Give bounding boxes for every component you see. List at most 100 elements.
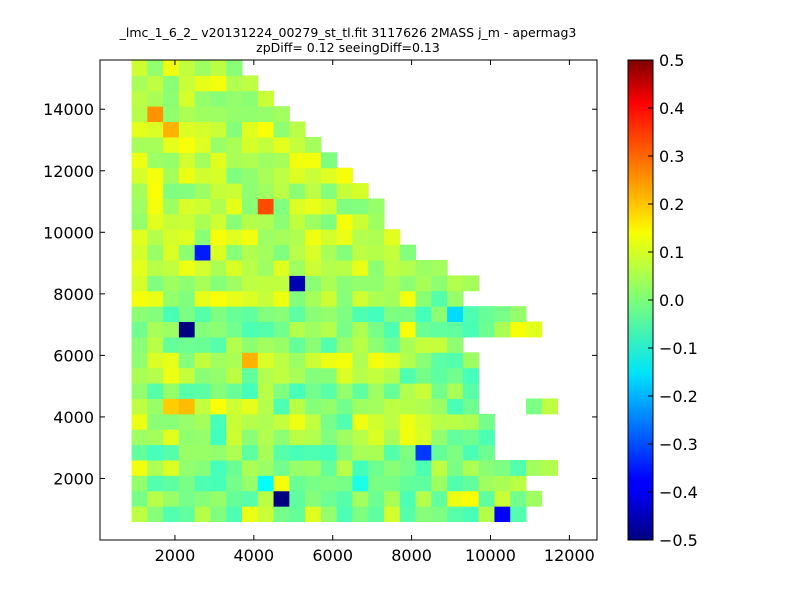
heatmap-cell [447, 290, 464, 307]
heatmap-cell [320, 429, 338, 446]
heatmap-cell [399, 490, 417, 507]
heatmap-cell [478, 475, 495, 492]
heatmap-cell [226, 321, 243, 338]
heatmap-cell [273, 321, 290, 338]
heatmap-cell [368, 198, 385, 215]
heatmap-cell [242, 352, 259, 369]
heatmap-cell [368, 306, 385, 323]
heatmap-cell [273, 183, 290, 199]
y-axis: 2000 4000 6000 8000 10000 12000 14000 [43, 100, 597, 488]
heatmap-cell [305, 213, 322, 230]
heatmap-cell [257, 260, 275, 276]
heatmap-cell [194, 75, 211, 92]
heatmap-cell [368, 413, 385, 430]
heatmap-cell [257, 444, 275, 461]
heatmap-cell [273, 460, 290, 476]
heatmap-cell [289, 275, 306, 292]
heatmap-cell [163, 213, 180, 230]
heatmap-cell [163, 306, 180, 323]
heatmap-cell [257, 383, 275, 399]
heatmap-cell [178, 475, 196, 492]
heatmap-cell [384, 506, 401, 523]
heatmap-cell [210, 213, 227, 230]
heatmap-cell [147, 260, 164, 276]
heatmap-cell [210, 306, 227, 323]
heatmap-cell [368, 244, 385, 261]
heatmap-cell [163, 136, 180, 153]
heatmap-cell [273, 198, 290, 215]
heatmap-cell [131, 321, 148, 338]
heatmap-cell [226, 306, 243, 323]
heatmap-cell [289, 352, 306, 369]
heatmap-cell [242, 121, 259, 138]
heatmap-cell [163, 429, 180, 446]
heatmap-cell [447, 336, 464, 353]
heatmap-cell [210, 475, 227, 492]
heatmap-cell [163, 275, 180, 292]
heatmap-cell [257, 198, 275, 215]
heatmap-cell [242, 490, 259, 507]
heatmap-cell [210, 167, 227, 184]
heatmap-cell [415, 398, 432, 415]
heatmap-cell [273, 429, 290, 446]
heatmap-cell [320, 167, 338, 184]
heatmap-cell [194, 444, 211, 461]
chart-title-line2: zpDiff= 0.12 seeingDiff=0.13 [256, 40, 440, 55]
heatmap-cell [147, 321, 164, 338]
heatmap-cell [242, 290, 259, 307]
heatmap-cell [368, 383, 385, 399]
heatmap-cell [242, 336, 259, 353]
heatmap-cell [336, 336, 353, 353]
heatmap-cell [178, 290, 196, 307]
heatmap-cell [194, 413, 211, 430]
heatmap-cell [368, 429, 385, 446]
heatmap-cell [368, 290, 385, 307]
heatmap-cell [273, 367, 290, 384]
heatmap-cell [194, 429, 211, 446]
heatmap-cell [447, 444, 464, 461]
heatmap-cell [320, 398, 338, 415]
heatmap-cell [226, 429, 243, 446]
heatmap-cell [163, 183, 180, 199]
heatmap-cell [541, 460, 559, 476]
heatmap-cell [147, 121, 164, 138]
heatmap-cell [352, 490, 369, 507]
heatmap-cell [447, 398, 464, 415]
heatmap-cell [178, 490, 196, 507]
heatmap-cell [210, 121, 227, 138]
heatmap-cell [336, 275, 353, 292]
colorbar-tick-label: 0.4 [659, 99, 684, 118]
heatmap-cell [320, 229, 338, 246]
heatmap-cell [447, 490, 464, 507]
heatmap-cell [178, 152, 196, 169]
heatmap-cell [178, 352, 196, 369]
heatmap-cell [194, 475, 211, 492]
heatmap-cell [210, 444, 227, 461]
heatmap-cell [210, 460, 227, 476]
heatmap-cell [336, 183, 353, 199]
heatmap-cell [478, 429, 495, 446]
heatmap-cell [399, 475, 417, 492]
heatmap-cell [273, 275, 290, 292]
heatmap-cell [226, 460, 243, 476]
heatmap-cell [384, 398, 401, 415]
heatmap-cell [305, 244, 322, 261]
heatmap-cell [320, 475, 338, 492]
colorbar-axis: 0.5 0.4 0.3 0.2 0.1 0.0 −0.1 −0.2 −0.3 −0.4 −0.5 [648, 51, 698, 550]
heatmap-cell [226, 244, 243, 261]
heatmap-cell [289, 383, 306, 399]
heatmap-cell [257, 290, 275, 307]
heatmap-cell [368, 490, 385, 507]
heatmap-cell [415, 413, 432, 430]
heatmap-cell [178, 90, 196, 107]
heatmap-cell [336, 475, 353, 492]
heatmap-cell [210, 90, 227, 107]
heatmap-cell [462, 275, 480, 292]
heatmap-cell [352, 275, 369, 292]
heatmap-cell [194, 60, 211, 76]
heatmap-cell [131, 260, 148, 276]
heatmap-cell [226, 90, 243, 107]
heatmap-cell [226, 136, 243, 153]
heatmap-cell [257, 460, 275, 476]
